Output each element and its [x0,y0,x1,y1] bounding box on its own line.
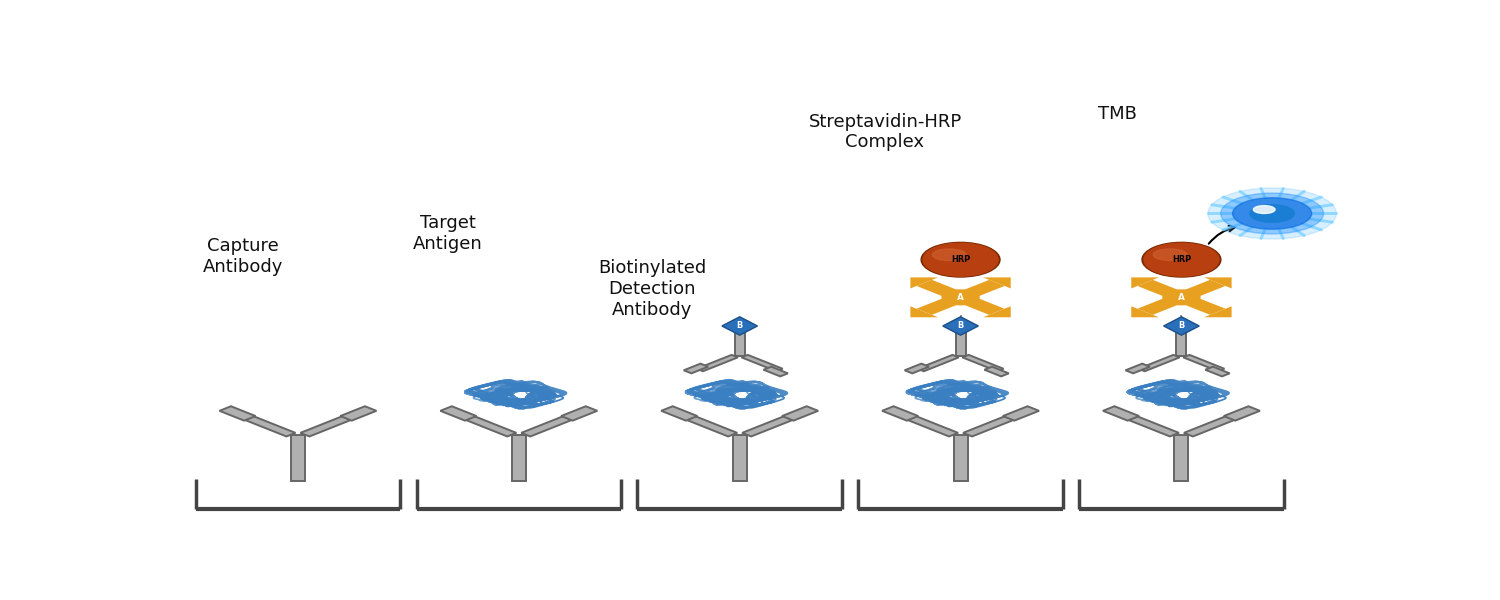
Text: Capture
Antibody: Capture Antibody [202,238,284,276]
Polygon shape [1137,294,1190,315]
Text: HRP: HRP [1172,255,1191,264]
Polygon shape [896,412,958,436]
Text: B: B [957,322,963,331]
Ellipse shape [933,249,966,260]
Polygon shape [722,317,758,335]
Circle shape [1162,290,1200,305]
Polygon shape [1224,406,1260,421]
Polygon shape [522,412,584,436]
Polygon shape [918,355,958,371]
Text: A: A [1178,293,1185,302]
Bar [956,331,966,356]
Polygon shape [1102,406,1138,421]
Polygon shape [1164,317,1198,335]
Polygon shape [741,355,783,371]
Polygon shape [1138,355,1179,371]
Polygon shape [1174,294,1225,315]
Polygon shape [441,406,477,421]
Polygon shape [952,280,1005,301]
Polygon shape [764,367,788,376]
Polygon shape [910,277,938,289]
Polygon shape [340,406,376,421]
Polygon shape [982,306,1011,317]
Text: TMB: TMB [1098,104,1137,122]
Bar [954,434,968,481]
Polygon shape [782,406,818,421]
Polygon shape [910,306,938,317]
Polygon shape [1204,277,1231,289]
Bar [732,434,747,481]
Text: A: A [957,293,964,302]
Polygon shape [944,317,978,335]
Ellipse shape [1144,243,1220,276]
Polygon shape [882,406,918,421]
Ellipse shape [1254,206,1275,214]
Ellipse shape [1208,188,1336,239]
Polygon shape [1131,277,1160,289]
Polygon shape [963,412,1026,436]
Bar [1174,434,1188,481]
Ellipse shape [1221,193,1323,234]
Text: HRP: HRP [951,255,970,264]
Polygon shape [684,364,708,373]
Polygon shape [232,412,296,436]
Polygon shape [675,412,736,436]
Text: Streptavidin-HRP
Complex: Streptavidin-HRP Complex [808,113,962,151]
Polygon shape [696,355,738,371]
Polygon shape [1004,406,1040,421]
Bar [291,434,304,481]
Ellipse shape [1142,242,1221,277]
Ellipse shape [922,243,998,276]
Polygon shape [982,277,1011,289]
Polygon shape [984,367,1010,376]
Polygon shape [1174,280,1225,301]
Ellipse shape [921,242,1001,277]
Polygon shape [916,280,968,301]
Polygon shape [963,355,1004,371]
Polygon shape [219,406,255,421]
Text: B: B [1179,322,1185,331]
Ellipse shape [1250,205,1294,223]
Polygon shape [1184,355,1224,371]
Polygon shape [300,412,363,436]
Polygon shape [1131,306,1160,317]
Text: Biotinylated
Detection
Antibody: Biotinylated Detection Antibody [598,259,706,319]
Polygon shape [952,294,1005,315]
Bar [1176,331,1186,356]
Polygon shape [662,406,698,421]
Polygon shape [454,412,516,436]
Polygon shape [1204,367,1230,376]
Polygon shape [1125,364,1150,373]
Polygon shape [1137,280,1190,301]
Polygon shape [742,412,804,436]
Text: B: B [736,322,742,331]
Polygon shape [1184,412,1246,436]
Bar [512,434,526,481]
Text: Target
Antigen: Target Antigen [413,214,483,253]
Polygon shape [561,406,597,421]
Polygon shape [916,294,968,315]
Polygon shape [904,364,928,373]
Polygon shape [1116,412,1179,436]
Ellipse shape [1154,249,1186,260]
Ellipse shape [1233,198,1311,229]
Polygon shape [1204,306,1231,317]
Bar [735,331,744,356]
Circle shape [942,290,980,305]
